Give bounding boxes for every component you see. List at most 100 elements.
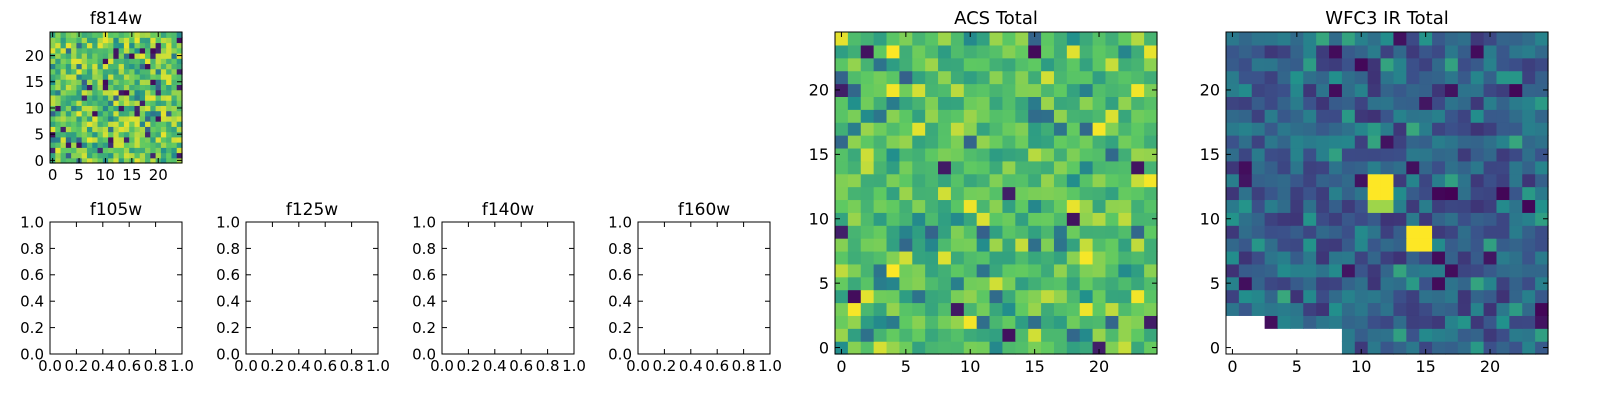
heatmap-cell	[171, 84, 178, 91]
heatmap-cell	[1444, 96, 1459, 110]
heatmap-cell	[129, 52, 136, 59]
heatmap-cell	[113, 68, 120, 75]
heatmap-cell	[1406, 341, 1420, 355]
heatmap-cell	[1066, 263, 1081, 278]
heatmap-cell	[118, 68, 125, 75]
heatmap-cell	[1341, 263, 1356, 278]
heatmap-cell	[113, 152, 120, 159]
heatmap-cell	[950, 250, 965, 265]
heatmap-cell	[65, 105, 72, 112]
x-tick-label: 0.2	[260, 357, 284, 375]
heatmap-cell	[989, 315, 1004, 329]
heatmap-cell	[171, 131, 178, 138]
heatmap-cell	[873, 250, 888, 265]
heatmap-cell	[1509, 186, 1523, 201]
heatmap-cell	[925, 250, 939, 265]
heatmap-cell	[1226, 122, 1240, 136]
heatmap-cell	[1002, 186, 1016, 201]
heatmap-cell	[145, 32, 151, 38]
heatmap-cell	[1105, 109, 1119, 123]
heatmap-cell	[1015, 44, 1029, 59]
heatmap-cell	[1226, 186, 1240, 201]
heatmap-cell	[873, 122, 888, 136]
heatmap-cell	[92, 121, 99, 127]
heatmap-cells	[1226, 32, 1549, 355]
heatmap-cell	[1303, 83, 1317, 97]
heatmap-cell	[1079, 341, 1094, 355]
heatmap-cell	[1144, 160, 1158, 175]
heatmap-cell	[113, 110, 120, 117]
heatmap-cell	[1053, 263, 1068, 278]
heatmap-cell	[873, 160, 888, 175]
heatmap-cell	[108, 42, 114, 49]
panel-title: f105w	[90, 200, 142, 220]
heatmap-cell	[1329, 173, 1343, 188]
heatmap-cell	[55, 79, 62, 85]
heatmap-cell	[1316, 289, 1330, 304]
heatmap-cell	[171, 100, 178, 106]
heatmap-cell	[1264, 109, 1279, 123]
heatmap-cell	[1053, 186, 1068, 201]
heatmap-cell	[129, 152, 136, 159]
axis-ticks: 0.0 0.2 0.4 0.6 0.8 1.00.00.20.40.60.81.0	[20, 213, 194, 375]
heatmap-cell	[912, 57, 926, 72]
heatmap-cell	[1419, 147, 1433, 162]
heatmap-cell	[1393, 147, 1407, 162]
heatmap-cell	[92, 100, 99, 106]
heatmap-cell	[50, 37, 56, 44]
heatmap-cell	[886, 225, 900, 239]
heatmap-cell	[1028, 83, 1042, 97]
heatmap-cell	[86, 142, 93, 148]
heatmap-cell	[1053, 83, 1068, 97]
heatmap-cell	[118, 89, 125, 96]
heatmap-cell	[97, 68, 104, 75]
heatmap-cell	[963, 199, 978, 213]
heatmap-cell	[1380, 44, 1395, 59]
heatmap-cell	[65, 73, 72, 80]
heatmap-cell	[1041, 225, 1055, 239]
heatmap-cell	[123, 136, 130, 143]
heatmap-cell	[950, 263, 965, 278]
heatmap-cell	[102, 84, 109, 91]
heatmap-cell	[134, 84, 141, 91]
heatmap-cell	[1535, 147, 1549, 162]
x-tick-label: 20	[1089, 357, 1109, 376]
heatmap-cell	[166, 63, 173, 70]
heatmap-cell	[129, 110, 136, 117]
x-tick-label: 0.2	[456, 357, 480, 375]
heatmap-cell	[1053, 135, 1068, 149]
heatmap-cell	[938, 32, 952, 46]
heatmap-cell	[1522, 328, 1536, 342]
heatmap-cell	[1041, 328, 1055, 342]
heatmap-cell	[1354, 186, 1369, 201]
heatmap-cell	[860, 83, 875, 97]
heatmap-cell	[139, 136, 146, 143]
heatmap-cell	[1367, 276, 1382, 291]
heatmap-cell	[160, 136, 167, 143]
heatmap-cell	[123, 142, 130, 148]
heatmap-cell	[1406, 109, 1420, 123]
heatmap-cell	[118, 147, 125, 154]
heatmap-cell	[1329, 83, 1343, 97]
heatmap-cell	[1432, 57, 1446, 72]
x-tick-label: 10	[1351, 357, 1371, 376]
heatmap-cell	[102, 121, 109, 127]
heatmap-cell	[1316, 147, 1330, 162]
heatmap-cell	[150, 79, 157, 85]
heatmap-cell	[1226, 263, 1240, 278]
heatmap-cell	[1041, 147, 1055, 162]
heatmap-cell	[123, 152, 130, 159]
heatmap-cell	[1105, 44, 1119, 59]
heatmap-cell	[886, 96, 900, 110]
heatmap-cell	[1329, 96, 1343, 110]
heatmap-cell	[1277, 315, 1291, 329]
heatmap-cell	[1535, 160, 1549, 175]
heatmap-cell	[1496, 32, 1510, 46]
heatmap-cell	[1131, 276, 1145, 291]
heatmap-cell	[1041, 250, 1055, 265]
heatmap-cell	[1277, 225, 1291, 239]
heatmap-cell	[118, 121, 125, 127]
heatmap-cell	[155, 42, 162, 49]
heatmap-cell	[925, 225, 939, 239]
